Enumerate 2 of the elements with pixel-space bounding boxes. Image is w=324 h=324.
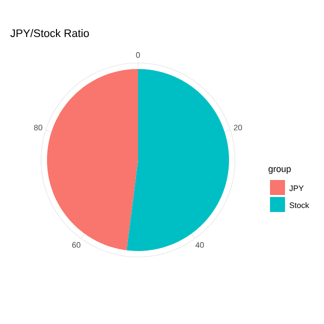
chart-title: JPY/Stock Ratio (10, 29, 89, 38)
legend-title: group (268, 167, 291, 174)
